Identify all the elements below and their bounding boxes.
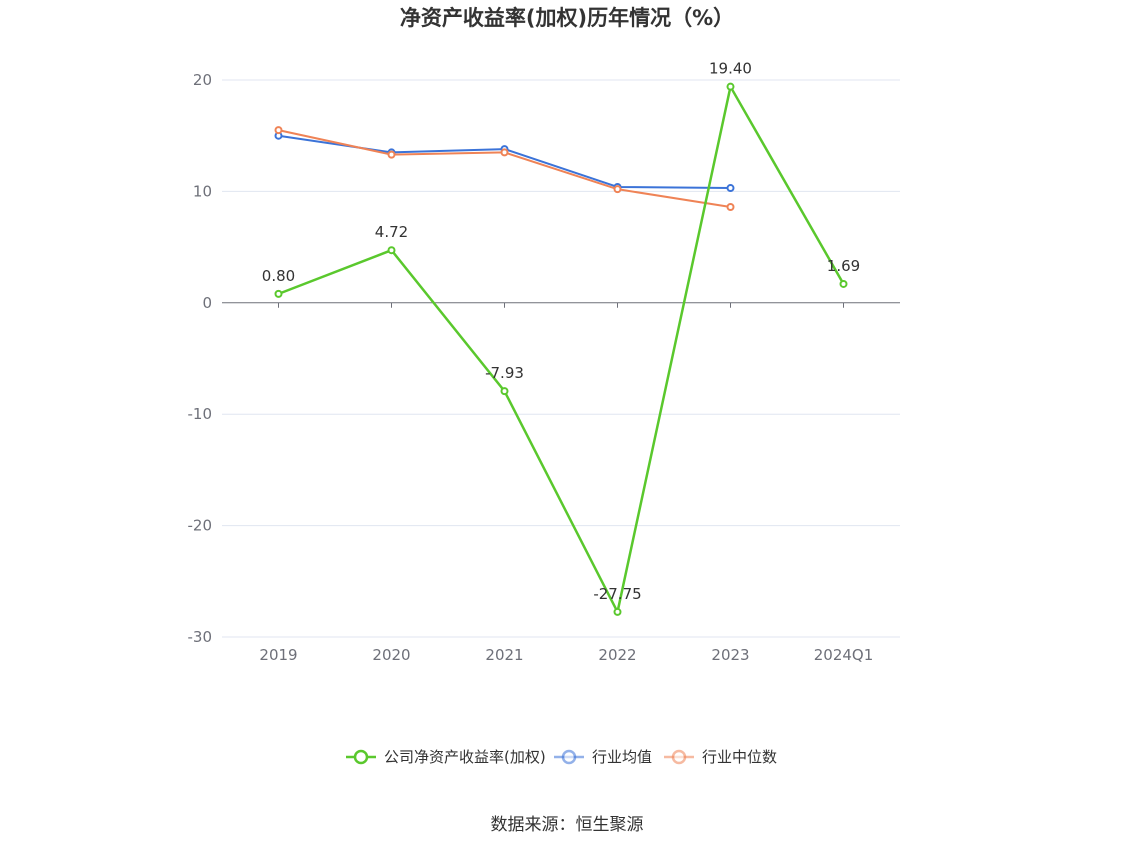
data-point[interactable] — [613, 607, 622, 616]
legend-label: 行业中位数 — [702, 748, 777, 766]
data-point[interactable] — [726, 82, 735, 91]
x-tick-label: 2019 — [259, 646, 297, 664]
y-tick-label: 10 — [193, 182, 212, 200]
data-label: -7.93 — [485, 364, 524, 382]
data-point[interactable] — [274, 289, 283, 298]
x-tick-label: 2024Q1 — [814, 646, 874, 664]
data-point[interactable] — [500, 148, 509, 157]
data-labels: 0.80 4.72 -7.93 -27.75 19.40 1.69 — [262, 60, 860, 603]
data-label: 0.80 — [262, 267, 295, 285]
x-tick-label: 2022 — [598, 646, 636, 664]
y-tick-label: -20 — [188, 517, 213, 535]
legend-label: 公司净资产收益率(加权) — [384, 748, 546, 766]
data-label: 1.69 — [827, 257, 860, 275]
data-point[interactable] — [274, 126, 283, 135]
y-tick-label: -10 — [188, 405, 213, 423]
data-label: -27.75 — [593, 585, 641, 603]
legend-item-3[interactable]: 行业中位数 — [664, 748, 777, 766]
axes: 20 10 0 -10 -20 -30 2019 2020 2021 2022 2023 2024Q1 — [188, 71, 900, 664]
legend-swatch-marker — [353, 749, 369, 765]
legend-label: 行业均值 — [592, 748, 652, 766]
legend-item-1[interactable]: 公司净资产收益率(加权) — [346, 748, 546, 766]
grid — [222, 79, 900, 638]
data-label: 4.72 — [375, 223, 408, 241]
x-tick-label: 2023 — [711, 646, 749, 664]
x-tick-label: 2021 — [485, 646, 523, 664]
y-tick-label: 0 — [202, 294, 212, 312]
data-point[interactable] — [839, 279, 848, 288]
legend-item-2[interactable]: 行业均值 — [554, 748, 652, 766]
y-tick-label: 20 — [193, 71, 212, 89]
data-point[interactable] — [387, 246, 396, 255]
data-point[interactable] — [613, 185, 622, 194]
x-tick-label: 2020 — [372, 646, 410, 664]
data-label: 19.40 — [709, 60, 752, 78]
legend[interactable]: 公司净资产收益率(加权) 行业均值 行业中位数 — [346, 748, 777, 766]
data-point[interactable] — [500, 387, 509, 396]
source-note: 数据来源：恒生聚源 — [491, 815, 644, 835]
series-line-3 — [278, 129, 731, 208]
series-line-2 — [278, 134, 731, 190]
data-point[interactable] — [387, 150, 396, 159]
series-line-1 — [278, 85, 845, 614]
y-tick-label: -30 — [188, 628, 213, 646]
series — [274, 82, 848, 616]
legend-swatch-marker — [561, 749, 577, 765]
chart-title: 净资产收益率(加权)历年情况（%） — [400, 6, 734, 30]
legend-swatch-marker — [671, 749, 687, 765]
data-point[interactable] — [726, 184, 735, 193]
data-point[interactable] — [726, 202, 735, 211]
